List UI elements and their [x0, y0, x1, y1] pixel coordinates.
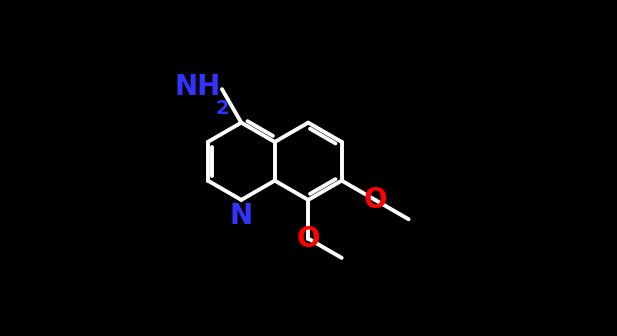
- Text: N: N: [230, 202, 253, 229]
- Text: O: O: [363, 186, 387, 214]
- Text: 2: 2: [215, 99, 229, 118]
- Text: O: O: [297, 224, 320, 253]
- Text: NH: NH: [174, 74, 220, 101]
